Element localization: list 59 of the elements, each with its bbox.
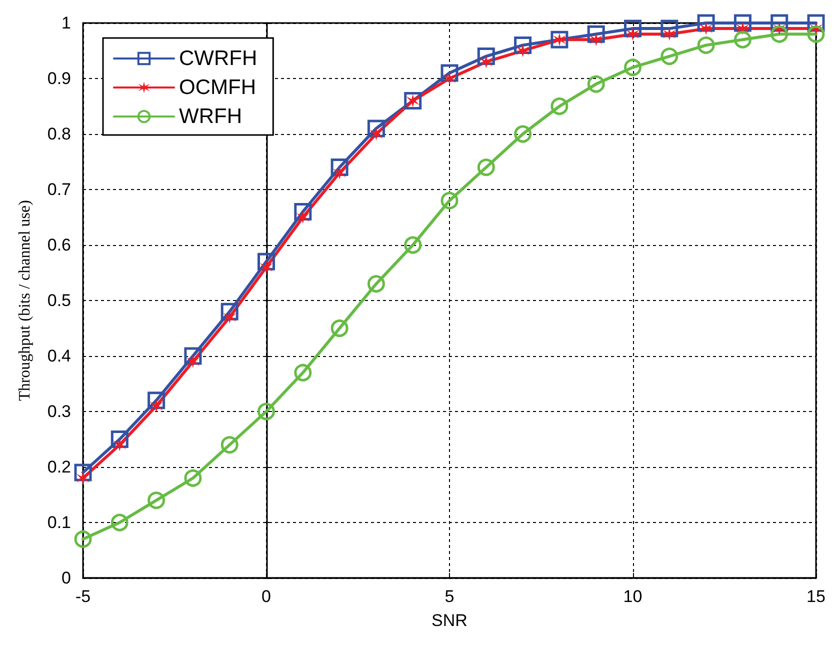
point: [514, 36, 532, 54]
y-tick-label: 0.8: [47, 124, 71, 144]
point: [74, 464, 92, 482]
legend-label: OCMFH: [179, 76, 256, 99]
point: [294, 364, 312, 382]
point: [770, 25, 788, 43]
point: [477, 48, 495, 66]
point: [697, 14, 715, 32]
y-tick-label: 0: [62, 568, 71, 588]
y-tick-label: 0.9: [47, 69, 71, 88]
y-tick-label: 1: [62, 14, 71, 32]
y-tick-label: 0.4: [47, 346, 71, 366]
point: [148, 492, 166, 510]
point: [624, 20, 642, 38]
point: [148, 392, 166, 410]
point: [330, 158, 348, 176]
legend-label: CWRFH: [179, 47, 258, 70]
point: [807, 25, 825, 43]
point: [477, 158, 495, 176]
x-tick-label: -5: [75, 587, 91, 606]
x-tick-label: 15: [806, 587, 826, 606]
y-axis-title: Throughput (bits / channel use): [16, 200, 34, 401]
x-tick-label: 5: [444, 587, 454, 606]
point: [587, 25, 605, 43]
y-tick-label: 0.7: [47, 180, 71, 199]
point: [440, 192, 458, 210]
x-tick-label: 0: [262, 587, 271, 606]
point: [330, 320, 348, 337]
point: [184, 469, 202, 487]
point: [660, 20, 678, 38]
point: [660, 48, 678, 66]
point: [587, 75, 605, 93]
x-axis-title: SNR: [432, 611, 468, 630]
point: [624, 58, 642, 76]
y-tick-label: 0.3: [47, 402, 71, 421]
point: [404, 236, 422, 254]
point: [258, 402, 275, 420]
point: [220, 436, 238, 454]
point: [258, 252, 275, 270]
y-tick-label: 0.2: [47, 458, 71, 476]
point: [514, 125, 532, 143]
point: [220, 302, 238, 320]
point: [367, 275, 385, 293]
point: [734, 14, 752, 32]
point: [697, 36, 715, 54]
point: [184, 347, 202, 365]
point: [440, 64, 458, 82]
legend-label: WRFH: [179, 105, 242, 128]
y-tick-label: 0.6: [47, 236, 71, 254]
point: [734, 30, 752, 48]
y-tick-label: 0.1: [47, 513, 71, 532]
point: [74, 530, 92, 548]
point: [110, 430, 128, 448]
point: [110, 514, 128, 532]
x-tick-label: 10: [623, 587, 642, 606]
y-tick-label: 0.5: [47, 291, 71, 310]
point: [367, 120, 385, 138]
point: [550, 98, 568, 115]
point: [294, 202, 312, 220]
